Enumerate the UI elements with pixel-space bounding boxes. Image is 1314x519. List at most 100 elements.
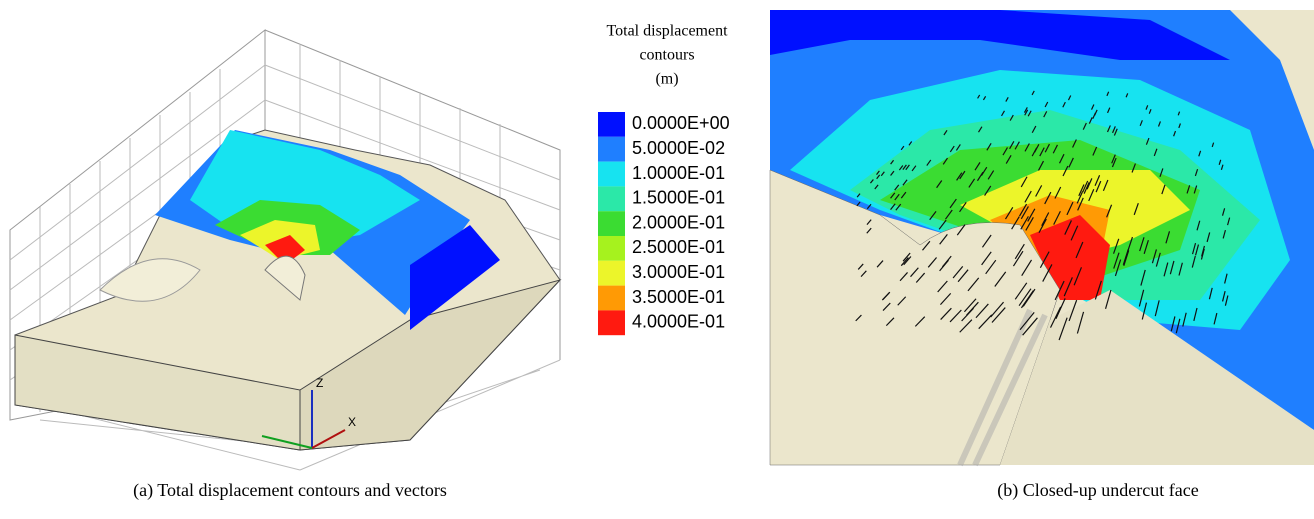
vector <box>1062 165 1069 177</box>
vector <box>959 170 966 180</box>
vector <box>1165 231 1171 244</box>
vector <box>1063 277 1073 297</box>
vector <box>1054 280 1065 301</box>
vector <box>1025 216 1034 231</box>
vector <box>1186 185 1191 194</box>
vector <box>1220 164 1224 171</box>
vector <box>985 259 997 275</box>
vector <box>1020 176 1028 188</box>
y-axis <box>261 435 313 449</box>
vector <box>1178 262 1183 276</box>
vector <box>902 179 908 186</box>
vector <box>939 292 952 306</box>
vector <box>1002 147 1009 156</box>
vector <box>1067 95 1072 101</box>
vector <box>1206 232 1211 243</box>
vector <box>966 301 979 316</box>
vector <box>1053 210 1061 225</box>
vector <box>942 157 949 165</box>
vector <box>936 180 943 189</box>
vector <box>897 296 907 306</box>
contour-band <box>265 235 305 265</box>
legend-label: 0.0000E+00 <box>632 113 730 133</box>
vector <box>1222 229 1227 239</box>
vector <box>1177 111 1181 116</box>
vector <box>1140 269 1146 286</box>
vector <box>1092 146 1098 156</box>
vector <box>959 201 967 213</box>
caption: (b) Closed-up undercut face <box>997 480 1198 501</box>
vector <box>1027 110 1032 117</box>
closeup <box>769 10 1314 467</box>
vector <box>1175 318 1181 334</box>
vector <box>1043 111 1048 118</box>
vector <box>1022 288 1036 307</box>
vector <box>1114 259 1122 277</box>
block-side <box>299 279 562 451</box>
vector <box>1122 249 1129 265</box>
vector <box>900 145 905 151</box>
vector <box>927 257 938 268</box>
vector <box>940 307 952 320</box>
vector <box>900 191 907 199</box>
vector <box>1178 123 1181 129</box>
vector <box>1111 154 1116 164</box>
vector <box>1049 306 1062 328</box>
vector <box>1196 220 1201 231</box>
vector <box>952 265 964 279</box>
legend: 0.0000E+00 5.0000E-02 1.0000E-01 1.5000E-01… <box>598 112 730 336</box>
vector <box>949 198 957 209</box>
vector <box>1042 264 1053 282</box>
vector <box>1076 191 1084 204</box>
vector <box>855 314 862 322</box>
vector <box>949 145 955 153</box>
vector <box>937 280 948 293</box>
vector <box>1068 157 1074 168</box>
legend-title: Total displacement <box>606 23 728 40</box>
vector <box>1154 300 1160 317</box>
vector <box>876 170 880 175</box>
vector <box>890 170 895 176</box>
vector <box>1018 288 1032 307</box>
vector <box>882 302 891 312</box>
vector <box>1019 312 1035 331</box>
vector <box>949 309 962 323</box>
vector <box>967 277 980 292</box>
vector <box>1039 251 1050 269</box>
vector <box>866 227 872 234</box>
vector <box>1211 142 1215 148</box>
vector <box>1073 267 1083 286</box>
legend-swatch <box>598 112 625 137</box>
vector <box>1031 125 1037 134</box>
vector <box>1044 101 1049 108</box>
vector <box>1023 107 1028 113</box>
vector <box>894 193 900 201</box>
vector <box>1193 307 1198 322</box>
vector <box>1072 139 1077 148</box>
vector <box>1027 208 1036 222</box>
vector <box>1193 185 1198 194</box>
vector <box>1070 225 1079 241</box>
vector <box>1021 259 1033 277</box>
vector <box>1221 208 1226 216</box>
vector <box>955 144 961 151</box>
vector <box>910 267 919 278</box>
vector <box>978 314 993 330</box>
legend-label: 2.0000E-01 <box>632 212 725 232</box>
vector <box>900 257 909 267</box>
vector <box>1218 159 1222 165</box>
vector <box>890 192 896 199</box>
vector <box>1106 125 1111 133</box>
slope <box>1000 290 1314 465</box>
legend-label: 3.5000E-01 <box>632 287 725 307</box>
vector <box>1200 248 1205 260</box>
vector <box>1112 238 1120 254</box>
vector <box>1011 216 1020 230</box>
vector <box>1141 302 1148 320</box>
vector <box>1182 312 1187 327</box>
vector <box>922 240 931 251</box>
vector <box>1138 289 1145 307</box>
vector <box>1226 217 1231 226</box>
vector <box>905 164 910 171</box>
